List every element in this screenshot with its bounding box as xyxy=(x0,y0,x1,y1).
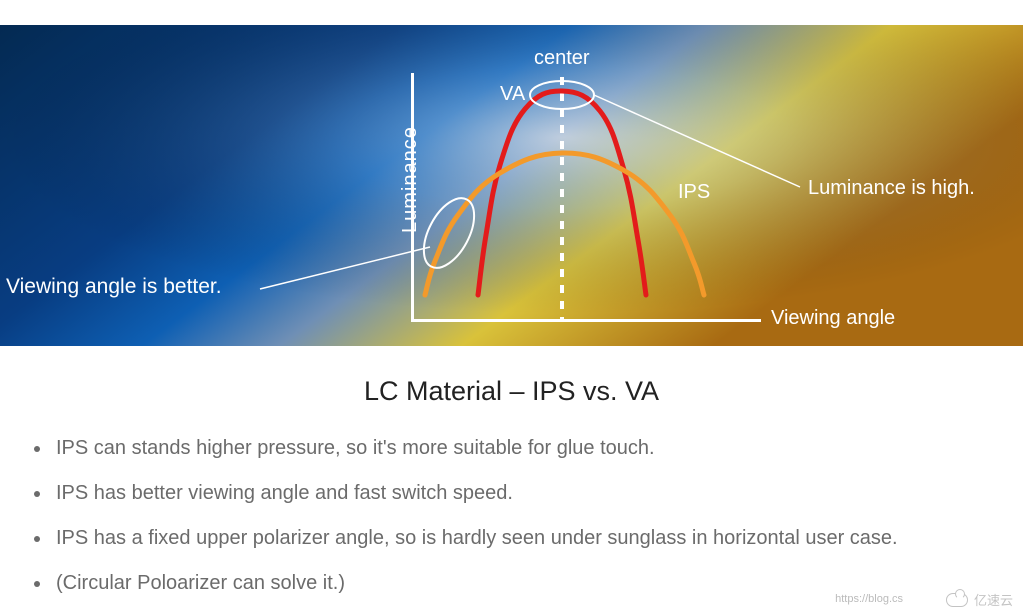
series-label-ips: IPS xyxy=(678,181,710,204)
bullet-item: IPS has better viewing angle and fast sw… xyxy=(52,482,993,505)
watermark-brand: 亿速云 xyxy=(946,590,1013,609)
bullet-item: IPS has a fixed upper polarizer angle, s… xyxy=(52,527,993,550)
annotation-text-luminance-high: Luminance is high. xyxy=(808,177,975,200)
cloud-icon xyxy=(946,593,968,607)
bullet-item: IPS can stands higher pressure, so it's … xyxy=(52,437,993,460)
annotation-text-viewing-angle-better: Viewing angle is better. xyxy=(6,275,222,299)
top-gap xyxy=(0,0,1023,25)
watermark-brand-text: 亿速云 xyxy=(974,590,1013,609)
bullet-item: (Circular Poloarizer can solve it.) xyxy=(52,572,993,595)
hero-chart-region: Luminance Viewing angle center VA IPS Lu… xyxy=(0,25,1023,346)
center-label: center xyxy=(534,47,590,70)
page-title: LC Material – IPS vs. VA xyxy=(0,376,1023,407)
title-block: LC Material – IPS vs. VA xyxy=(0,346,1023,437)
bullet-list: IPS can stands higher pressure, so it's … xyxy=(0,437,1023,595)
series-label-va: VA xyxy=(500,83,525,106)
watermark-url: https://blog.cs xyxy=(835,593,903,605)
